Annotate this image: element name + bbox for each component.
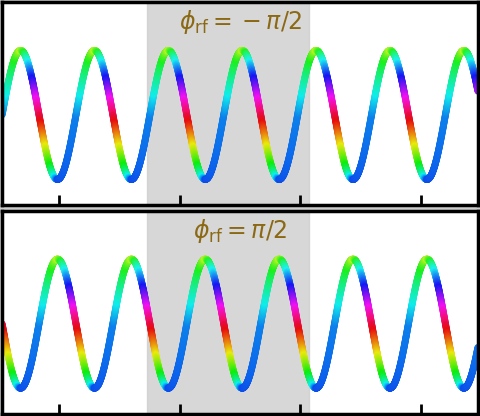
Text: $\phi_{\mathrm{rf}} = -\pi/2$: $\phi_{\mathrm{rf}} = -\pi/2$ [179,8,301,36]
Bar [147,2,309,205]
Bar [147,211,309,414]
Text: $\phi_{\mathrm{rf}} = \pi/2$: $\phi_{\mathrm{rf}} = \pi/2$ [193,217,287,245]
